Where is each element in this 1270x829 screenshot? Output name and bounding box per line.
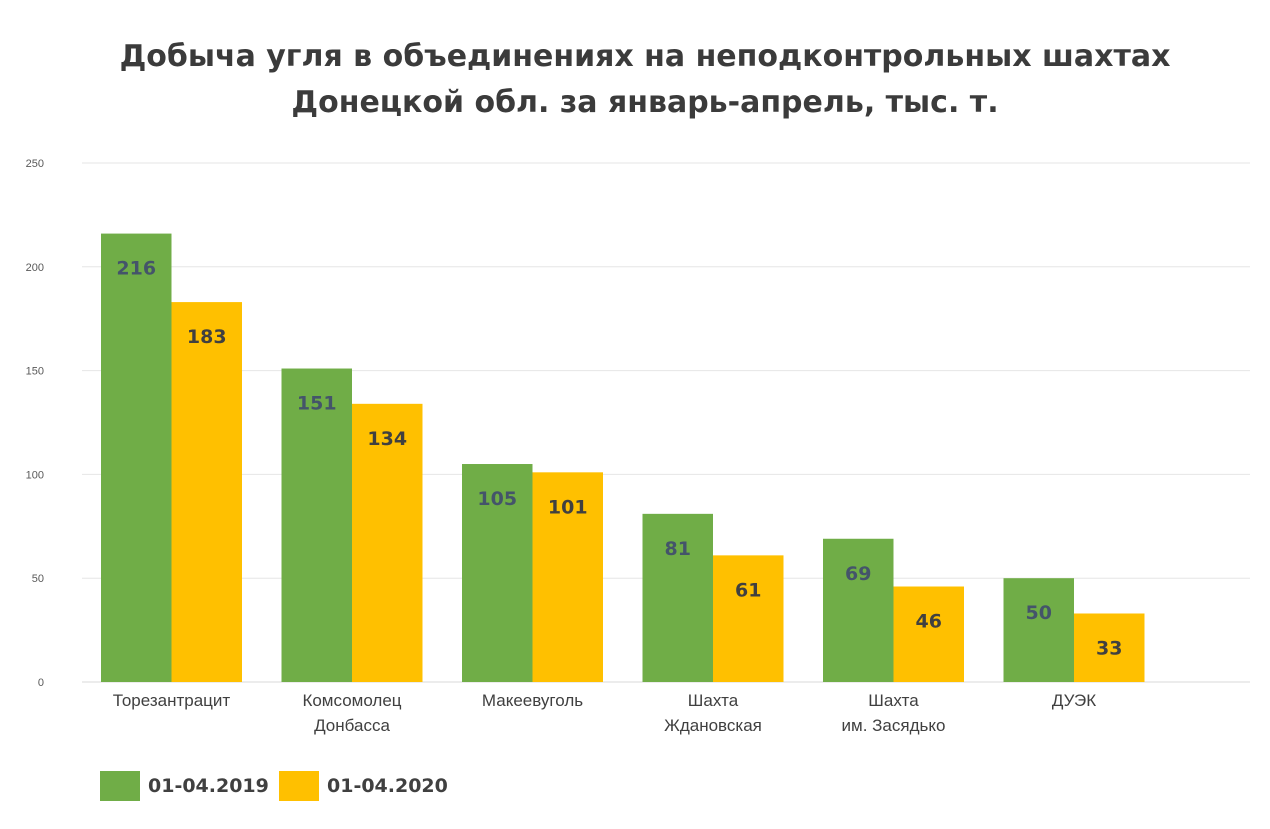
data-label: 61 (735, 579, 761, 601)
bar-01-04.2020-2 (532, 472, 603, 682)
data-label: 33 (1096, 637, 1122, 659)
chart-title-line-1: Добыча угля в объединениях на неподконтр… (119, 39, 1171, 74)
y-tick-label: 100 (26, 469, 44, 481)
category-label: Шахта (688, 691, 739, 710)
data-label: 101 (548, 496, 588, 518)
legend-item-2020: 01-04.2020 (279, 770, 448, 802)
data-label: 50 (1026, 602, 1052, 624)
legend-label-2019: 01-04.2019 (148, 775, 269, 797)
category-label: Шахта (868, 691, 919, 710)
bar-01-04.2020-4 (893, 586, 964, 682)
data-label: 216 (116, 258, 156, 280)
category-label: Макеевуголь (482, 691, 583, 710)
bar-01-04.2019-0 (101, 233, 172, 683)
y-tick-label: 50 (32, 573, 44, 585)
bar-01-04.2020-1 (352, 403, 423, 682)
legend-swatch-2019 (100, 771, 140, 801)
chart-title-line-2: Донецкой обл. за январь-апрель, тыс. т. (291, 85, 999, 120)
category-label: Ждановская (664, 716, 762, 735)
bar-01-04.2019-2 (462, 464, 533, 682)
legend-item-2019: 01-04.2019 (100, 770, 269, 802)
y-tick-label: 150 (26, 366, 44, 378)
bar-01-04.2019-4 (823, 538, 894, 682)
bar-01-04.2020-0 (171, 302, 242, 682)
category-label: Комсомолец (302, 691, 401, 710)
category-label: им. Засядько (842, 716, 946, 735)
data-label: 183 (187, 326, 227, 348)
chart-title: Добыча угля в объединениях на неподконтр… (0, 34, 1270, 126)
category-label: ДУЭК (1052, 691, 1096, 710)
data-label: 81 (665, 538, 691, 560)
y-tick-label: 250 (26, 158, 44, 170)
legend-label-2020: 01-04.2020 (327, 775, 448, 797)
data-label: 46 (916, 611, 942, 633)
category-label: Донбасса (314, 716, 390, 735)
y-tick-label: 0 (38, 677, 44, 689)
y-tick-label: 200 (26, 262, 44, 274)
data-label: 151 (297, 393, 337, 415)
data-label: 69 (845, 563, 871, 585)
bar-01-04.2019-1 (281, 368, 352, 682)
category-label: Торезантрацит (113, 691, 231, 710)
legend-swatch-2020 (279, 771, 319, 801)
data-label: 134 (367, 428, 407, 450)
bar-01-04.2019-3 (642, 513, 713, 682)
bar-01-04.2020-5 (1074, 613, 1145, 682)
data-label: 105 (477, 488, 517, 510)
bar-01-04.2019-5 (1003, 578, 1074, 682)
bar-01-04.2020-3 (713, 555, 784, 682)
